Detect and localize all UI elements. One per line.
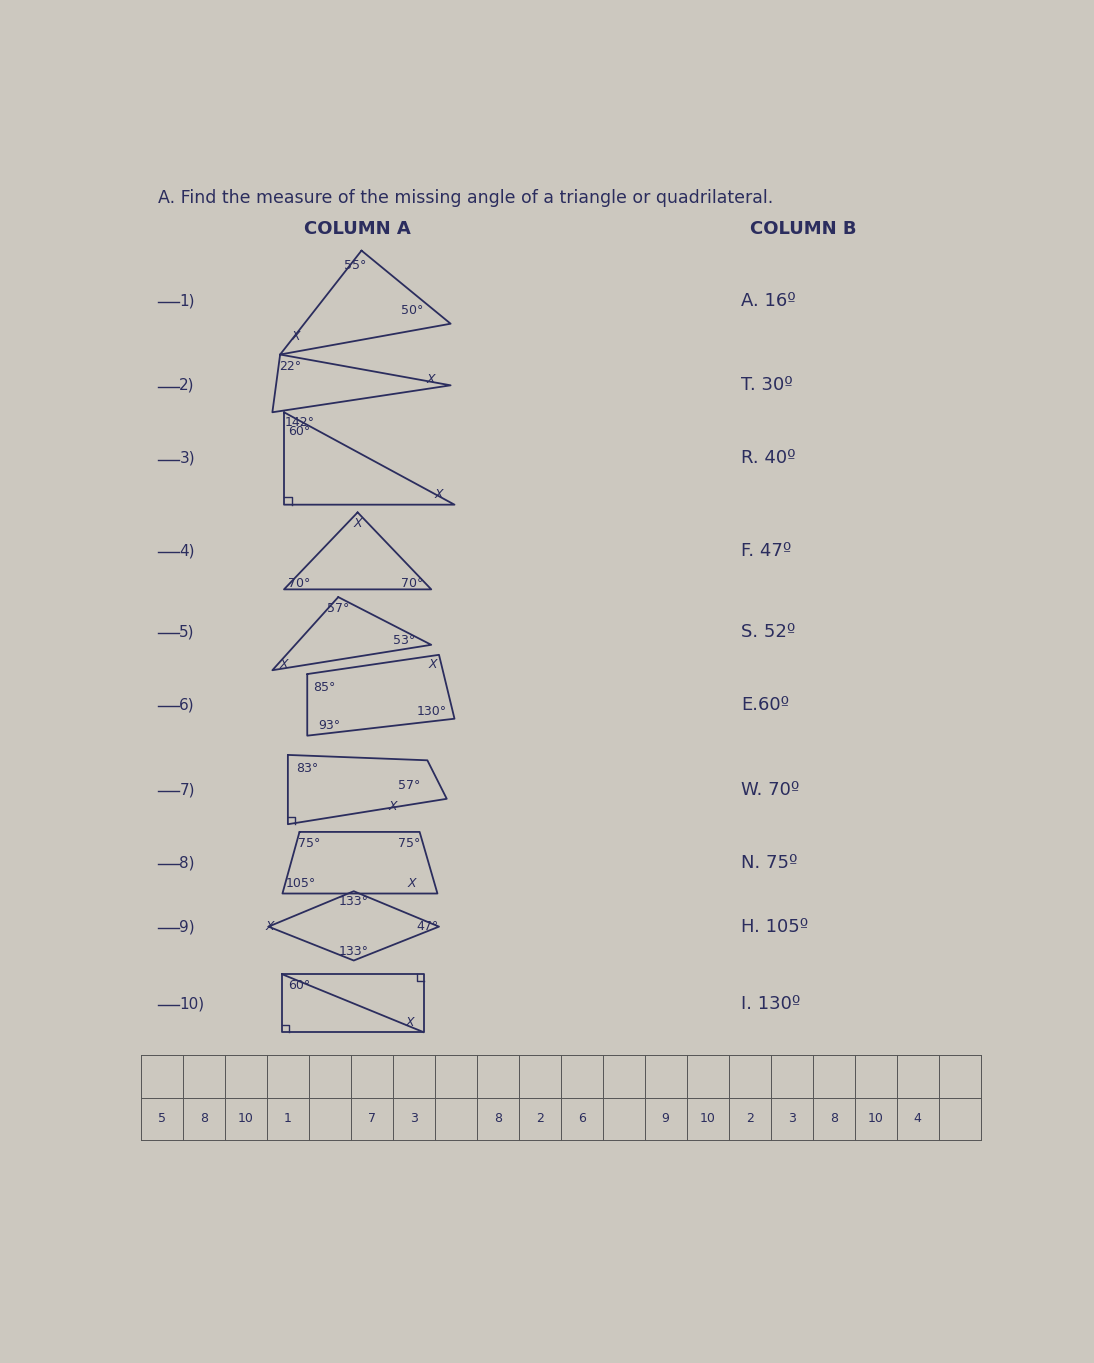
Text: 4: 4 <box>913 1112 921 1126</box>
Text: X: X <box>388 800 397 812</box>
Text: 10): 10) <box>179 996 205 1011</box>
Text: 142°: 142° <box>284 416 314 429</box>
Text: 8: 8 <box>493 1112 502 1126</box>
Text: 22°: 22° <box>279 360 301 372</box>
Text: S. 52º: S. 52º <box>742 623 795 641</box>
Text: 133°: 133° <box>339 894 369 908</box>
Text: 1: 1 <box>283 1112 292 1126</box>
Text: 70°: 70° <box>289 577 311 590</box>
Text: 10: 10 <box>237 1112 254 1126</box>
Text: X: X <box>291 330 300 343</box>
Text: 3: 3 <box>788 1112 795 1126</box>
Text: E.60º: E.60º <box>742 696 790 714</box>
Text: A. 16º: A. 16º <box>742 292 796 309</box>
Text: 4): 4) <box>179 544 195 559</box>
Text: 83°: 83° <box>296 762 318 774</box>
Text: 60°: 60° <box>289 425 311 438</box>
Text: 6: 6 <box>578 1112 585 1126</box>
Text: X: X <box>280 658 289 672</box>
Text: 3: 3 <box>410 1112 418 1126</box>
Text: 130°: 130° <box>416 705 446 717</box>
Text: 2: 2 <box>746 1112 754 1126</box>
Text: 7): 7) <box>179 782 195 797</box>
Text: 8): 8) <box>179 855 195 870</box>
Text: 3): 3) <box>179 451 195 466</box>
Text: 10: 10 <box>868 1112 884 1126</box>
Text: COLUMN A: COLUMN A <box>304 219 411 237</box>
Text: W. 70º: W. 70º <box>742 781 800 799</box>
Text: H. 105º: H. 105º <box>742 917 808 935</box>
Text: X: X <box>405 1015 414 1029</box>
Text: 9): 9) <box>179 919 195 934</box>
Text: 133°: 133° <box>339 945 369 958</box>
Text: N. 75º: N. 75º <box>742 853 798 872</box>
Text: 57°: 57° <box>398 780 421 792</box>
Text: 57°: 57° <box>327 602 349 615</box>
Text: X: X <box>434 488 443 502</box>
Text: I. 130º: I. 130º <box>742 995 801 1013</box>
Text: 47°: 47° <box>416 920 439 934</box>
Text: 75°: 75° <box>298 837 319 851</box>
Text: 55°: 55° <box>345 259 366 273</box>
Text: 85°: 85° <box>313 682 336 694</box>
Text: 93°: 93° <box>318 720 340 732</box>
Text: 5): 5) <box>179 624 195 639</box>
Text: 8: 8 <box>829 1112 838 1126</box>
Text: X: X <box>266 920 275 934</box>
Text: 50°: 50° <box>400 304 423 318</box>
Text: 7: 7 <box>368 1112 375 1126</box>
Text: 2): 2) <box>179 378 195 393</box>
Text: 2: 2 <box>536 1112 544 1126</box>
Text: 9: 9 <box>662 1112 670 1126</box>
Text: 10: 10 <box>700 1112 715 1126</box>
Text: 53°: 53° <box>393 634 416 646</box>
Text: A. Find the measure of the missing angle of a triangle or quadrilateral.: A. Find the measure of the missing angle… <box>159 189 773 207</box>
Text: 8: 8 <box>199 1112 208 1126</box>
Text: X: X <box>353 518 362 530</box>
Text: R. 40º: R. 40º <box>742 450 795 468</box>
Text: 105°: 105° <box>286 876 316 890</box>
Text: 70°: 70° <box>400 577 423 590</box>
Text: 75°: 75° <box>398 837 421 851</box>
Text: 5: 5 <box>158 1112 165 1126</box>
Text: 60°: 60° <box>289 980 311 992</box>
Text: 6): 6) <box>179 698 195 713</box>
Text: X: X <box>429 658 438 672</box>
Text: X: X <box>427 373 435 387</box>
Text: 1): 1) <box>179 293 195 308</box>
Text: F. 47º: F. 47º <box>742 542 792 560</box>
Text: COLUMN B: COLUMN B <box>750 219 857 237</box>
Text: X: X <box>408 876 416 890</box>
Text: T. 30º: T. 30º <box>742 376 793 394</box>
